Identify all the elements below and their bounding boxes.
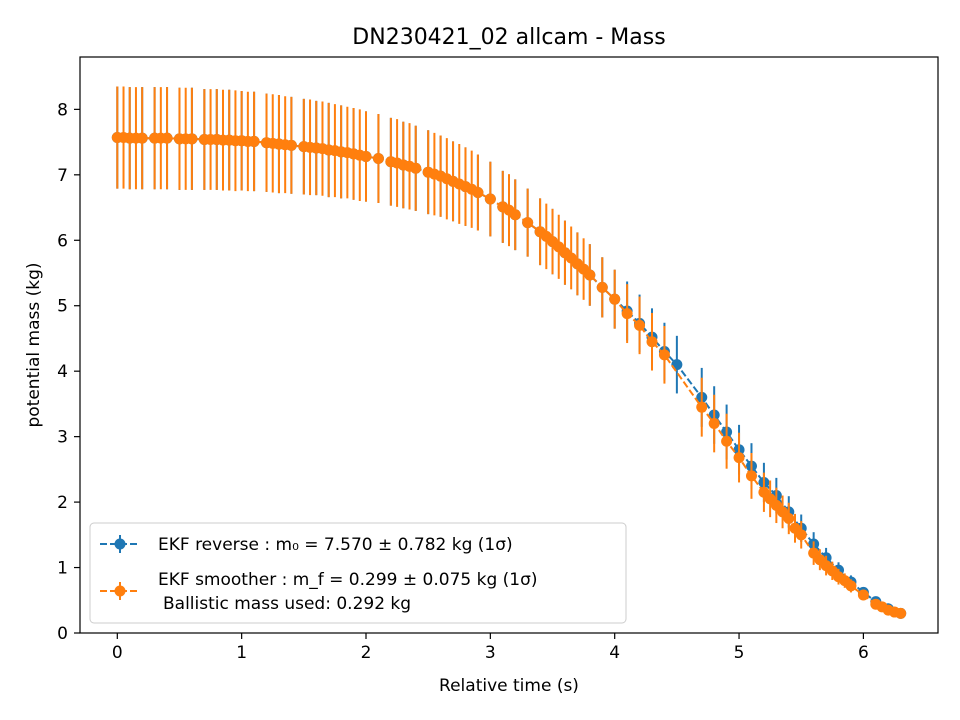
data-point bbox=[285, 139, 297, 151]
data-point bbox=[410, 162, 422, 174]
data-point bbox=[857, 589, 869, 601]
data-point bbox=[509, 209, 521, 221]
plot-area-frame bbox=[79, 56, 939, 634]
x-tick-label: 2 bbox=[361, 643, 372, 663]
x-tick-label: 0 bbox=[112, 643, 123, 663]
y-tick-label: 0 bbox=[57, 624, 68, 644]
y-tick-label: 7 bbox=[57, 166, 68, 186]
legend-smoother-label: EKF smoother : m_f = 0.299 ± 0.075 kg (1… bbox=[158, 570, 538, 590]
data-point bbox=[708, 418, 720, 430]
data-point bbox=[584, 269, 596, 281]
y-tick-label: 2 bbox=[57, 493, 68, 513]
data-point bbox=[621, 308, 633, 320]
x-axis-label: Relative time (s) bbox=[439, 676, 579, 696]
x-tick-label: 5 bbox=[734, 643, 745, 663]
data-point bbox=[472, 186, 484, 198]
data-point bbox=[609, 293, 621, 305]
legend-smoother-marker bbox=[100, 582, 140, 600]
data-point bbox=[658, 349, 670, 361]
legend: EKF reverse : m₀ = 7.570 ± 0.782 kg (1σ)… bbox=[89, 522, 627, 624]
data-point bbox=[136, 132, 148, 144]
x-tick-label: 6 bbox=[858, 643, 869, 663]
data-point bbox=[745, 470, 757, 482]
x-tick-label: 1 bbox=[236, 643, 247, 663]
y-tick-label: 8 bbox=[57, 100, 68, 120]
series-ekf-smoother bbox=[111, 86, 907, 619]
y-tick-label: 6 bbox=[57, 231, 68, 251]
legend-reverse-label: EKF reverse : m₀ = 7.570 ± 0.782 kg (1σ) bbox=[158, 535, 513, 555]
y-tick-label: 3 bbox=[57, 428, 68, 448]
data-point bbox=[484, 193, 496, 205]
data-point bbox=[522, 217, 534, 229]
data-point bbox=[721, 435, 733, 447]
data-point bbox=[161, 132, 173, 144]
y-axis-label: potential mass (kg) bbox=[24, 262, 44, 427]
legend-ballistic-label: Ballistic mass used: 0.292 kg bbox=[163, 594, 411, 614]
x-axis-ticks: 0 1 2 3 4 5 6 bbox=[112, 633, 869, 663]
data-point bbox=[845, 580, 857, 592]
y-axis-ticks: 0 1 2 3 4 5 6 7 8 bbox=[57, 100, 80, 644]
legend-reverse-marker bbox=[100, 535, 140, 553]
y-tick-label: 1 bbox=[57, 559, 68, 579]
legend-box bbox=[89, 522, 627, 624]
data-point bbox=[360, 150, 372, 162]
data-point bbox=[733, 452, 745, 464]
x-tick-label: 4 bbox=[609, 643, 620, 663]
data-point bbox=[895, 607, 907, 619]
data-point bbox=[372, 152, 384, 164]
data-point bbox=[634, 319, 646, 331]
data-point bbox=[696, 401, 708, 413]
data-point bbox=[186, 133, 198, 145]
data-point bbox=[795, 529, 807, 541]
data-point bbox=[646, 336, 658, 348]
y-tick-label: 4 bbox=[57, 362, 68, 382]
data-layer bbox=[111, 86, 907, 619]
data-point bbox=[248, 135, 260, 147]
x-tick-label: 3 bbox=[485, 643, 496, 663]
data-point bbox=[783, 512, 795, 524]
data-point bbox=[596, 281, 608, 293]
y-tick-label: 5 bbox=[57, 297, 68, 317]
chart-title: DN230421_02 allcam - Mass bbox=[352, 25, 665, 50]
